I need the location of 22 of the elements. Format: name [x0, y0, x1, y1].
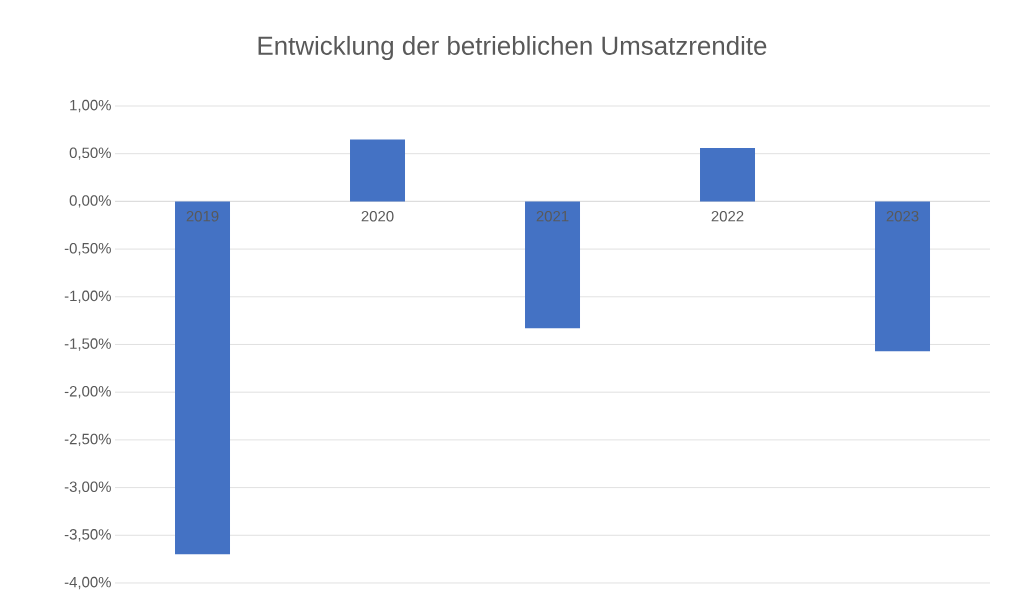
bar [525, 201, 581, 329]
y-tick-label: -2,50% [64, 433, 111, 447]
y-tick-label: -4,00% [64, 576, 111, 590]
bar [350, 139, 406, 202]
y-tick-label: -2,00% [64, 386, 111, 399]
x-tick-label: 2022 [711, 210, 744, 222]
chart-title: Entwicklung der betrieblichen Umsatzrendite [258, 35, 767, 61]
y-tick-label: -1,50% [64, 338, 111, 351]
y-tick-label: -3,50% [64, 529, 111, 542]
bar [875, 201, 931, 352]
y-tick-label: -3,00% [64, 481, 111, 494]
y-tick-label: -1,00% [64, 290, 111, 303]
x-tick-label: 2019 [186, 210, 219, 222]
bar [700, 147, 756, 202]
x-tick-label: 2020 [361, 210, 394, 222]
x-tick-label: 2021 [536, 210, 569, 222]
y-tick-label: 0,00% [69, 195, 111, 208]
bar [175, 201, 231, 555]
y-tick-label: 0,50% [69, 147, 111, 160]
y-tick-label: -0,50% [64, 242, 111, 256]
x-tick-label: 2023 [886, 210, 919, 222]
y-tick-label: 1,00% [70, 99, 111, 113]
